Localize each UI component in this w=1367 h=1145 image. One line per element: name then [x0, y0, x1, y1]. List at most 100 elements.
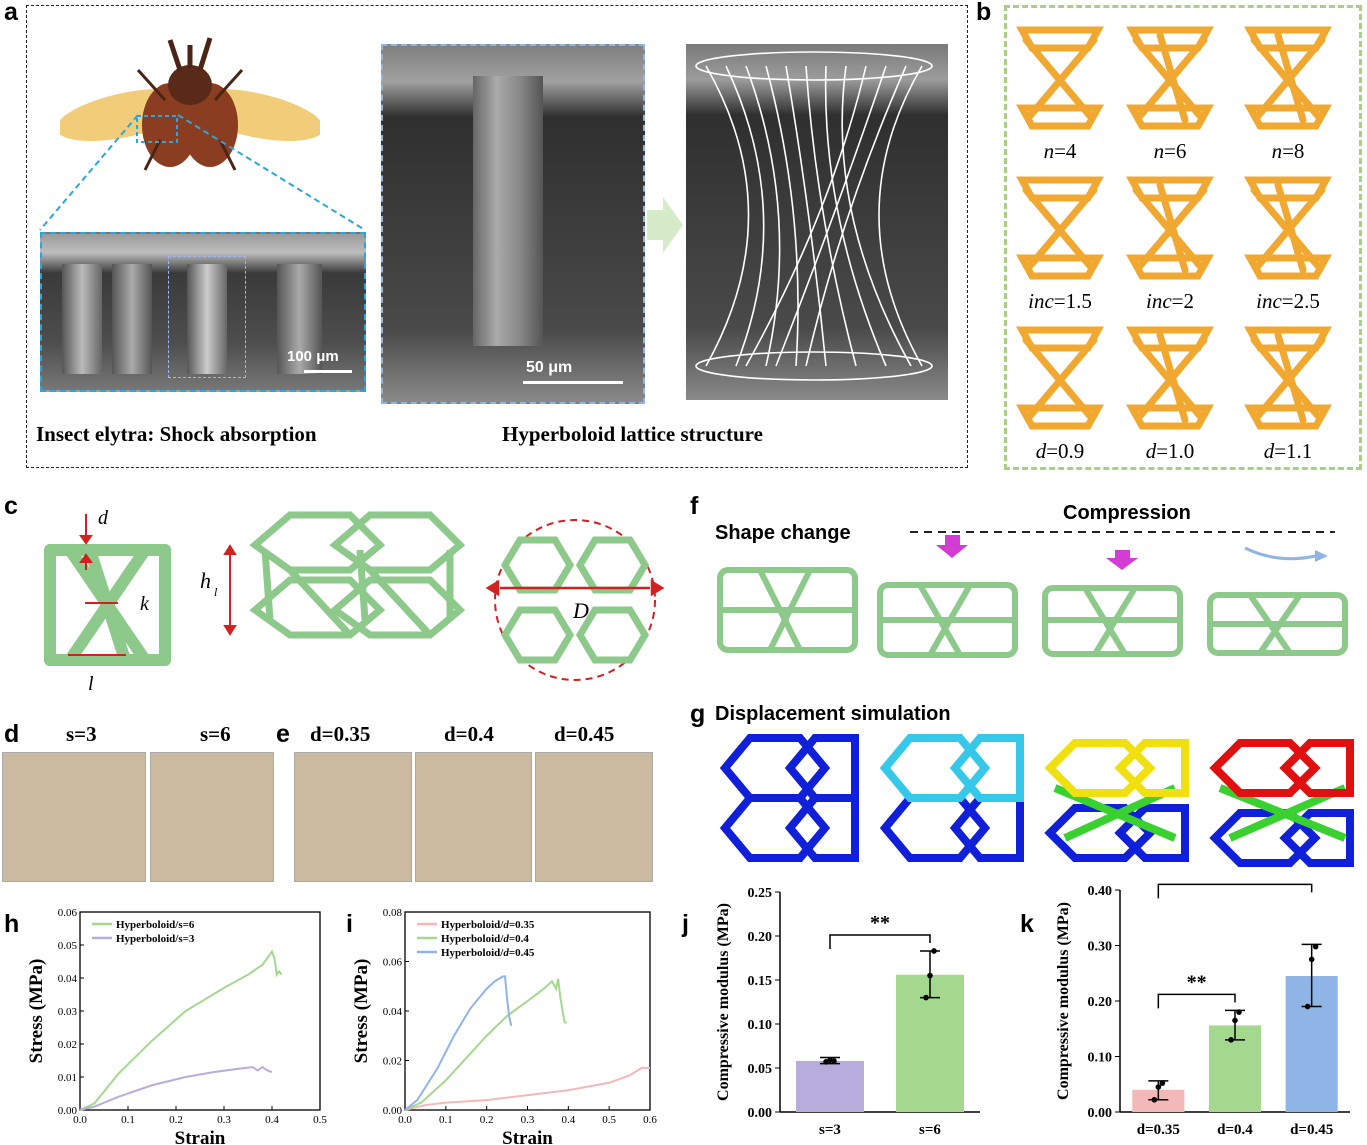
legend-label-1: Hyperboloid/s=3	[116, 933, 195, 945]
x-tick-label: 0.5	[602, 1114, 616, 1126]
lattice-variant-label-1: n=6	[1154, 139, 1187, 163]
panel-label-j: j	[682, 910, 689, 938]
significance-label-0: **	[1187, 971, 1207, 993]
chart-j-compressive-modulus: 0.00 0.05 0.10 0.15 0.20 0.25 Compressive modu…	[715, 886, 980, 1138]
photo-sample-d045	[535, 752, 653, 882]
data-point	[1236, 1009, 1242, 1015]
data-point	[931, 948, 937, 954]
x-tick-label: 0.6	[643, 1114, 657, 1126]
chart-i-stress-strain: 0.0 0.1 0.2 0.3 0.4 0.5 0.6 0.00 0.02 0.04 0.06 0.0…	[351, 907, 657, 1145]
zoom-lines	[39, 114, 366, 231]
x-tick-label: 0.3	[217, 1114, 231, 1126]
lattice-variant-label-7: d=1.0	[1146, 439, 1195, 463]
category-label-2: d=0.45	[1290, 1122, 1333, 1138]
scale-bar-100um: 100 μm	[287, 348, 339, 365]
y-axis-label: Compressive modulus (MPa)	[715, 903, 732, 1101]
series-line-2	[404, 975, 513, 1111]
x-tick-label: 0.2	[480, 1114, 494, 1126]
y-tick-label: 0.08	[383, 907, 403, 919]
y-tick-label: 0.06	[383, 957, 403, 969]
y-tick-label: 0.40	[1088, 884, 1113, 899]
y-tick-label: 0.20	[1088, 995, 1113, 1010]
panel-a-frame	[26, 5, 968, 468]
x-tick-label: 0.1	[439, 1114, 453, 1126]
series-line-0	[404, 1066, 650, 1111]
data-point	[1304, 1003, 1311, 1010]
d-label-s3: s=3	[66, 722, 97, 746]
category-label-1: d=0.4	[1217, 1122, 1253, 1138]
lattice-variant-1: n=6	[1126, 26, 1214, 163]
y-tick-label: 0.05	[58, 940, 78, 952]
panel-label-k: k	[1020, 910, 1034, 938]
compression-sequence	[717, 531, 1348, 658]
y-tick-label: 0.02	[58, 1039, 77, 1051]
series-line-1	[404, 978, 568, 1111]
lattice-variant-label-5: inc=2.5	[1256, 289, 1320, 313]
x-tick-label: 0.0	[73, 1114, 87, 1126]
panel-label-g: g	[690, 700, 706, 728]
data-point	[1155, 1084, 1162, 1090]
caption-insect-elytra: Insect elytra: Shock absorption	[36, 422, 317, 446]
y-tick-label: 0.00	[1088, 1106, 1113, 1121]
arrow-right-icon	[647, 197, 683, 253]
label-k: k	[140, 593, 150, 615]
legend-label-1: Hyperboloid/d=0.4	[441, 933, 529, 945]
y-tick-label: 0.06	[58, 907, 78, 919]
data-point	[1312, 943, 1319, 950]
sem-image-hyperboloid-overlay	[686, 44, 948, 400]
sem-image-single-column: 50 μm	[381, 44, 645, 404]
lattice-variant-8: d=1.1	[1244, 326, 1332, 463]
y-tick-label: 0.04	[58, 973, 78, 985]
y-axis-label: Compressive modulus (MPa)	[1055, 902, 1072, 1100]
panel-label-b: b	[976, 0, 992, 26]
y-axis-label: Stress (MPa)	[26, 959, 47, 1064]
data-point	[1151, 1096, 1158, 1103]
label-h-sub: l	[214, 585, 218, 599]
x-tick-label: 0.3	[521, 1114, 535, 1126]
lattice-variant-label-3: inc=1.5	[1028, 289, 1092, 313]
label-d-strut: d	[98, 510, 109, 529]
y-tick-label: 0.10	[748, 1018, 773, 1033]
x-tick-label: 0.5	[313, 1114, 327, 1126]
lattice-variant-label-4: inc=2	[1146, 289, 1194, 313]
significance-bracket-1	[1157, 883, 1313, 899]
x-axis-label: Strain	[175, 1128, 226, 1145]
lattice-variants-svg: n=4 n=6 n=8 inc=1.5 inc=2 inc=2.5 d=0.9 d=1.0 d=…	[1016, 26, 1332, 463]
lattice-variant-6: d=0.9	[1016, 326, 1104, 463]
lattice-variant-label-0: n=4	[1044, 139, 1077, 163]
significance-label-0: **	[870, 912, 890, 934]
x-tick-label: 0.4	[265, 1114, 279, 1126]
panel-label-h: h	[4, 910, 20, 938]
y-tick-label: 0.00	[58, 1105, 78, 1117]
panel-label-e: e	[276, 720, 290, 748]
data-point	[927, 972, 933, 979]
panel-label-d: d	[4, 720, 20, 748]
label-D: D	[572, 598, 589, 623]
unit-cell-schematic: d k l h l D	[44, 510, 665, 695]
lattice-variant-label-6: d=0.9	[1036, 439, 1085, 463]
panel-label-f: f	[690, 492, 699, 520]
panel-label-c: c	[4, 492, 18, 520]
category-label-0: s=3	[819, 1122, 841, 1138]
x-axis-label: Strain	[502, 1128, 553, 1145]
lattice-variant-3: inc=1.5	[1016, 176, 1104, 313]
significance-label-1: **	[1225, 880, 1245, 883]
label-h: h	[200, 568, 211, 593]
y-axis-label: Stress (MPa)	[351, 959, 372, 1064]
f-shape-change-label: Shape change	[715, 522, 851, 544]
x-tick-label: 0.1	[121, 1114, 135, 1126]
x-tick-label: 0.4	[561, 1114, 575, 1126]
e-label-d045: d=0.45	[554, 722, 615, 746]
chart-h-stress-strain: 0.0 0.1 0.2 0.3 0.4 0.5 0.00 0.01 0.02 0.03 0.04 0.…	[26, 907, 327, 1145]
data-point	[1232, 1017, 1238, 1024]
y-tick-label: 0.04	[383, 1006, 403, 1018]
caption-hyperboloid-lattice: Hyperboloid lattice structure	[502, 422, 763, 446]
e-label-d035: d=0.35	[310, 722, 371, 746]
lattice-variant-label-2: n=8	[1272, 139, 1305, 163]
bar-0	[1132, 1089, 1185, 1112]
data-point	[923, 994, 929, 1001]
e-label-d04: d=0.4	[444, 722, 494, 746]
legend-label-0: Hyperboloid/s=6	[116, 919, 195, 931]
panel-label-i: i	[346, 910, 353, 938]
photo-sample-s3	[2, 752, 146, 882]
